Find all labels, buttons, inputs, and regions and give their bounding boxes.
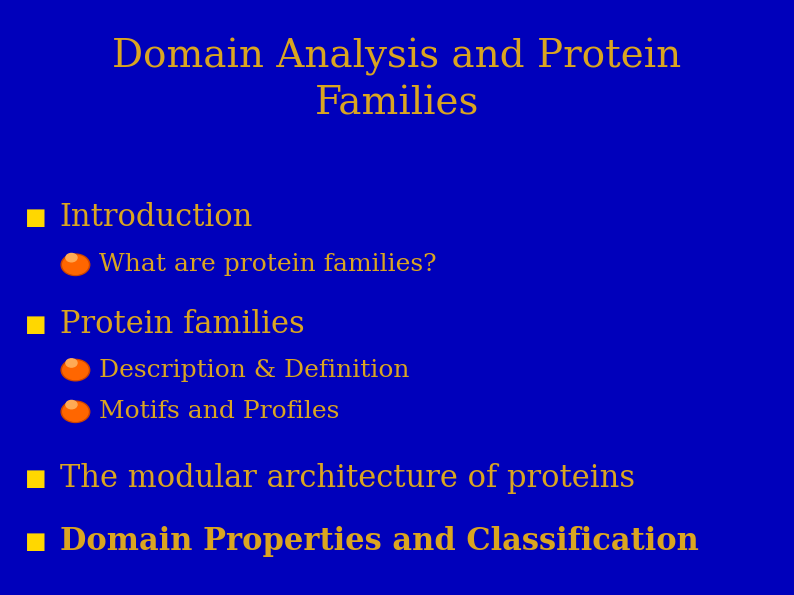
Text: Protein families: Protein families	[60, 309, 304, 340]
Text: Introduction: Introduction	[60, 202, 253, 233]
Text: ■: ■	[25, 530, 47, 553]
Circle shape	[66, 253, 77, 262]
Circle shape	[66, 359, 77, 367]
Text: ■: ■	[25, 468, 47, 490]
Text: Domain Analysis and Protein
Families: Domain Analysis and Protein Families	[113, 37, 681, 123]
Text: ■: ■	[25, 313, 47, 336]
Text: The modular architecture of proteins: The modular architecture of proteins	[60, 464, 634, 494]
Text: Description & Definition: Description & Definition	[99, 359, 410, 381]
Circle shape	[66, 400, 77, 409]
Circle shape	[61, 401, 90, 422]
Text: What are protein families?: What are protein families?	[99, 253, 437, 276]
Text: Domain Properties and Classification: Domain Properties and Classification	[60, 526, 699, 557]
Circle shape	[63, 255, 88, 274]
Circle shape	[63, 361, 88, 380]
Circle shape	[61, 359, 90, 381]
Circle shape	[63, 402, 88, 421]
Text: Motifs and Profiles: Motifs and Profiles	[99, 400, 340, 423]
Text: ■: ■	[25, 206, 47, 228]
Circle shape	[61, 254, 90, 275]
